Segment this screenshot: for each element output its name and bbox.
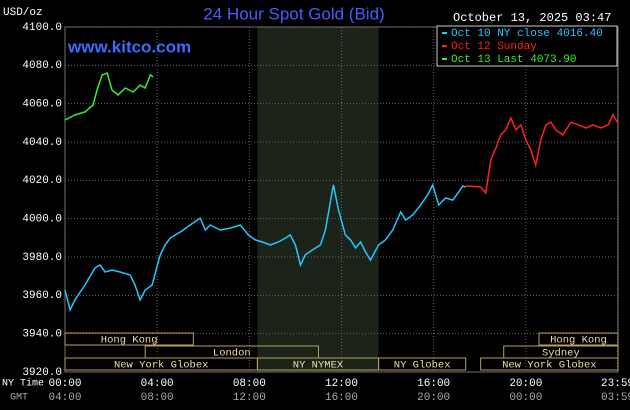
y-tick-label: 3960.0 [22,290,62,302]
x-tick-label: 12:00 [325,378,358,390]
y-tick-label: 3940.0 [22,329,62,341]
legend-entry: Oct 13 Last 4073.90 [451,54,576,66]
session-label: London [213,347,251,359]
x-tick-label: 08:00 [233,378,266,390]
y-tick-label: 4060.0 [22,99,62,111]
y-tick-label: 4000.0 [22,214,62,226]
session-box [480,357,619,371]
gmt-tick-label: 08:00 [141,392,174,404]
y-tick-label: 4080.0 [22,60,62,72]
gmt-tick-label: 12:00 [233,392,266,404]
chart-title: 24 Hour Spot Gold (Bid) [203,4,384,23]
gmt-tick-label: 03:59 [601,392,630,404]
x-row-label: NY Time [2,378,44,390]
session-label: NY Globex [394,359,451,371]
x-tick-label: 16:00 [417,378,450,390]
shaded-region [257,27,379,372]
legend-swatch [442,45,447,47]
price-line [465,113,619,195]
session-box [538,332,619,346]
watermark: www.kitco.com [67,37,191,56]
session-label: New York Globex [114,359,209,371]
legend-swatch [442,58,447,60]
y-tick-label: 3980.0 [22,252,62,264]
session-label: Hong Kong [550,334,607,346]
gmt-tick-label: 20:00 [417,392,450,404]
y-axis-label: USD/oz [3,7,43,19]
gmt-tick-label: 00:00 [509,392,542,404]
timestamp: October 13, 2025 03:47 [453,11,611,25]
session-label: Sydney [542,347,580,359]
legend-entry: Oct 10 NY close 4016.40 [451,28,603,40]
price-line [64,72,154,121]
x-tick-label: 04:00 [141,378,174,390]
session-box [378,357,467,371]
gmt-tick-label: 04:00 [48,392,81,404]
x-tick-label: 20:00 [509,378,542,390]
x-tick-label: 23:59 [601,378,630,390]
price-line [64,182,466,313]
session-box [64,332,194,346]
x-row-label: GMT [10,393,28,404]
session-label: New York Globex [502,359,597,371]
legend-entry: Oct 12 Sunday [451,41,537,53]
y-tick-label: 4040.0 [22,137,62,149]
legend-box [436,25,618,67]
y-tick-label: 4020.0 [22,175,62,187]
y-tick-label: 4100.0 [22,22,62,34]
legend-swatch [442,32,447,34]
session-label: NY NYMEX [293,359,344,371]
gmt-tick-label: 16:00 [325,392,358,404]
session-label: Hong Kong [101,334,158,346]
x-tick-label: 00:00 [48,378,81,390]
y-tick-label: 3920.0 [22,367,62,379]
